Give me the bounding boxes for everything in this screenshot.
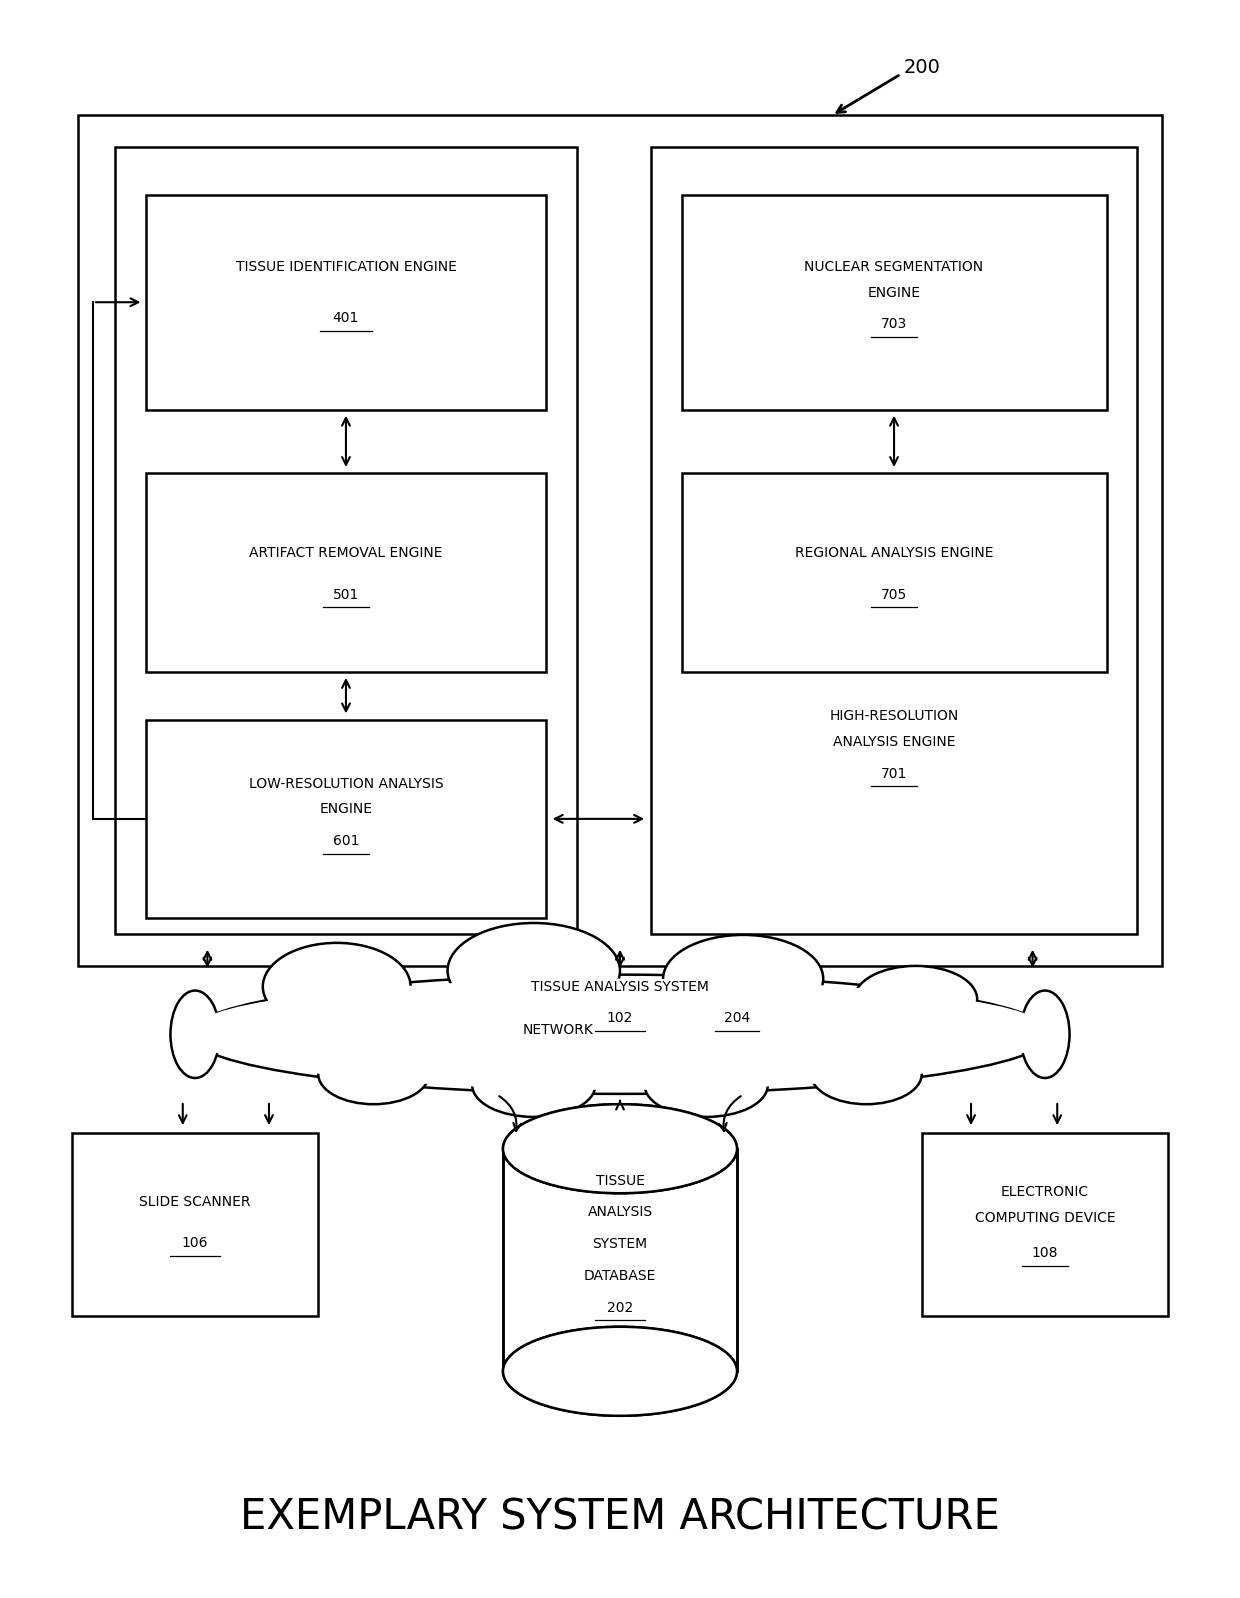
Text: 501: 501 [332, 588, 360, 602]
Text: 401: 401 [332, 312, 360, 324]
Bar [682, 195, 1106, 409]
Ellipse shape [319, 1043, 429, 1104]
Bar [78, 115, 1162, 965]
Ellipse shape [663, 935, 823, 1023]
Ellipse shape [476, 1051, 591, 1106]
Text: TISSUE: TISSUE [595, 1173, 645, 1187]
Bar [146, 195, 546, 409]
Text: HIGH-RESOLUTION: HIGH-RESOLUTION [830, 710, 959, 724]
Text: COMPUTING DEVICE: COMPUTING DEVICE [975, 1211, 1115, 1226]
Text: 705: 705 [880, 588, 908, 602]
Text: SYSTEM: SYSTEM [593, 1237, 647, 1251]
Bar [72, 1133, 319, 1315]
Text: 106: 106 [182, 1237, 208, 1250]
Ellipse shape [503, 1104, 737, 1194]
Text: 204: 204 [724, 1012, 750, 1026]
Text: ELECTRONIC: ELECTRONIC [1001, 1186, 1089, 1200]
Ellipse shape [170, 991, 219, 1079]
Ellipse shape [268, 957, 405, 1032]
Text: 102: 102 [606, 1012, 634, 1026]
Text: EXEMPLARY SYSTEM ARCHITECTURE: EXEMPLARY SYSTEM ARCHITECTURE [241, 1497, 999, 1539]
Ellipse shape [854, 965, 977, 1032]
Text: ANALYSIS: ANALYSIS [588, 1205, 652, 1219]
Bar [921, 1133, 1168, 1315]
Ellipse shape [263, 943, 410, 1031]
Bar [115, 147, 577, 935]
Ellipse shape [472, 1053, 595, 1117]
Text: LOW-RESOLUTION ANALYSIS: LOW-RESOLUTION ANALYSIS [249, 777, 443, 791]
Text: 701: 701 [880, 767, 908, 780]
Bar [506, 1149, 734, 1371]
Ellipse shape [192, 978, 1048, 1090]
Text: REGIONAL ANALYSIS ENGINE: REGIONAL ANALYSIS ENGINE [795, 547, 993, 561]
Ellipse shape [322, 1042, 425, 1093]
Ellipse shape [811, 1043, 921, 1104]
Ellipse shape [448, 924, 620, 1018]
Ellipse shape [198, 980, 1042, 1072]
Ellipse shape [815, 1042, 918, 1093]
Ellipse shape [188, 975, 1052, 1095]
Text: 601: 601 [332, 834, 360, 849]
Bar [651, 147, 1137, 935]
Ellipse shape [453, 938, 615, 1020]
Ellipse shape [503, 1104, 737, 1194]
Ellipse shape [1021, 991, 1070, 1079]
Ellipse shape [503, 1326, 737, 1416]
Text: TISSUE IDENTIFICATION ENGINE: TISSUE IDENTIFICATION ENGINE [236, 260, 456, 275]
Text: SLIDE SCANNER: SLIDE SCANNER [139, 1195, 250, 1210]
Text: ARTIFACT REMOVAL ENGINE: ARTIFACT REMOVAL ENGINE [249, 547, 443, 561]
Ellipse shape [668, 949, 818, 1024]
Bar [146, 719, 546, 919]
Ellipse shape [859, 980, 972, 1034]
Text: ANALYSIS ENGINE: ANALYSIS ENGINE [833, 735, 955, 749]
Text: ENGINE: ENGINE [320, 802, 372, 817]
Text: 202: 202 [606, 1301, 634, 1315]
Bar [682, 473, 1106, 671]
Text: NETWORK: NETWORK [523, 1023, 594, 1037]
Text: DATABASE: DATABASE [584, 1269, 656, 1283]
Text: TISSUE ANALYSIS SYSTEM: TISSUE ANALYSIS SYSTEM [531, 980, 709, 994]
Text: 200: 200 [903, 58, 940, 77]
Text: 703: 703 [880, 318, 908, 331]
Ellipse shape [645, 1053, 768, 1117]
Text: 108: 108 [1032, 1246, 1058, 1259]
Ellipse shape [649, 1051, 764, 1106]
Bar [146, 473, 546, 671]
Text: NUCLEAR SEGMENTATION: NUCLEAR SEGMENTATION [805, 260, 983, 275]
Text: ENGINE: ENGINE [868, 286, 920, 300]
Ellipse shape [503, 1326, 737, 1416]
